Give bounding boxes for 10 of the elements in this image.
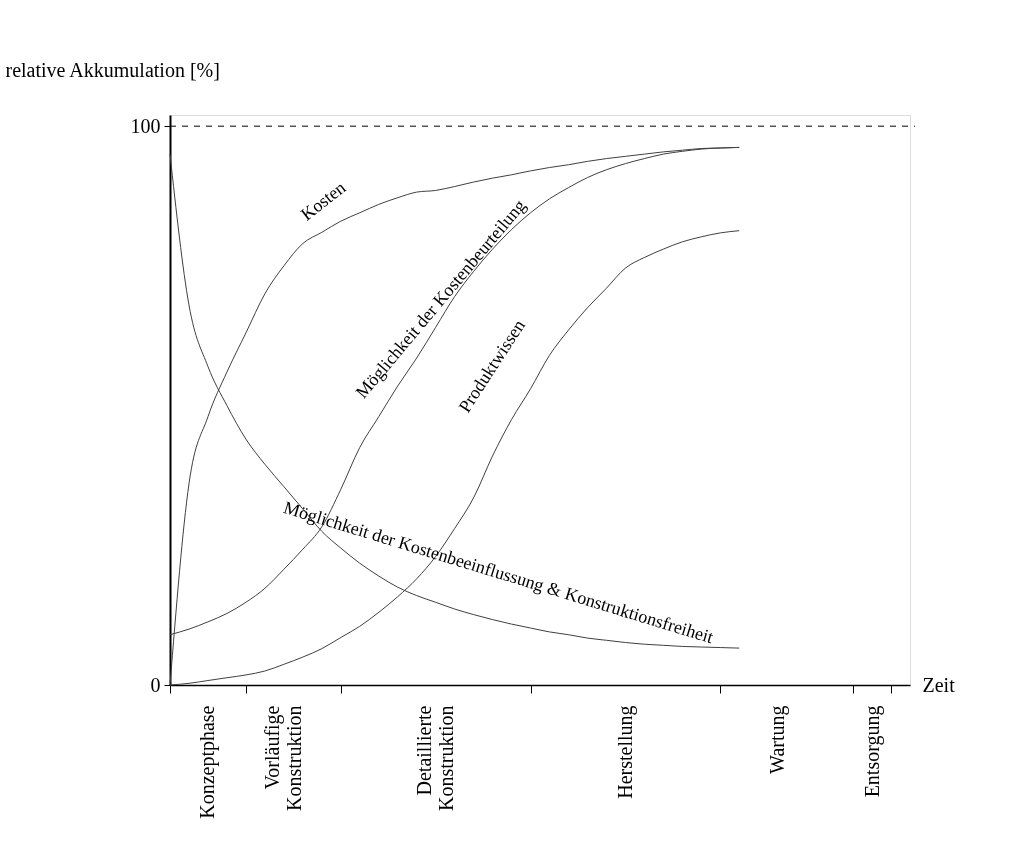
x-tick-label: Herstellung	[613, 705, 637, 799]
x-tick-label: Detaillierte Konstruktion	[413, 705, 458, 812]
y-axis-title: relative Akkumulation [%]	[5, 58, 220, 81]
x-tick-label: Wartung	[765, 705, 789, 774]
x-axis-title: Zeit	[922, 673, 956, 696]
x-tick-label: Konzeptphase	[196, 705, 220, 819]
x-tick-label: Entsorgung	[860, 705, 884, 798]
y-tick-label: 0	[150, 673, 161, 696]
x-tick-label: Vorläufige Konstruktion	[261, 705, 306, 812]
y-tick-label: 100	[130, 114, 161, 137]
